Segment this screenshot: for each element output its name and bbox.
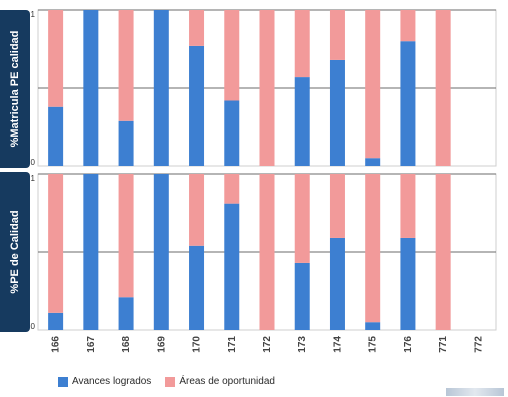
legend-label-avances: Avances logrados [72,376,152,387]
x-tick-label-174: 174 [332,336,343,353]
bar-1-167-avances [83,174,99,330]
legend-label-areas: Áreas de oportunidad [179,376,275,387]
bar-1-169-avances [153,174,169,330]
bar-1-168-avances [118,297,134,330]
bar-0-170-areas [189,10,205,46]
footer-logo [446,388,504,396]
bar-0-171-avances [224,100,240,166]
x-tick-label-168: 168 [121,336,132,353]
legend: Avances logrados Áreas de oportunidad [58,376,275,387]
x-tick-label-171: 171 [227,336,238,353]
y-axis-label-top: %Matricula PE calidad [0,10,30,168]
bar-1-176-areas [400,174,416,238]
x-tick-label-175: 175 [368,336,379,353]
x-tick-label-172: 172 [262,336,273,353]
bar-0-171-areas [224,10,240,101]
legend-swatch-avances [58,376,68,387]
bar-1-175-avances [365,322,381,330]
bar-1-170-areas [189,174,205,246]
bar-1-173-avances [294,262,310,330]
bar-0-166-avances [48,106,64,166]
y-axis-label-bottom: %PE de Calidad [0,172,30,332]
bar-1-175-areas [365,174,381,323]
bar-1-176-avances [400,237,416,330]
x-tick-label-771: 771 [438,336,449,353]
x-tick-label-173: 173 [297,336,308,353]
legend-item-avances: Avances logrados [58,376,151,387]
bar-0-168-avances [118,120,134,166]
bar-1-171-areas [224,174,240,204]
bar-1-174-areas [329,174,345,238]
legend-item-areas: Áreas de oportunidad [165,376,275,387]
bar-1-172-areas [259,174,275,330]
x-tick-label-166: 166 [51,336,62,353]
bar-0-169-avances [153,10,169,166]
bar-0-168-areas [118,10,134,121]
bar-1-171-avances [224,203,240,330]
bar-0-174-avances [329,59,345,166]
bar-0-170-avances [189,45,205,166]
bar-0-175-areas [365,10,381,159]
x-tick-label-176: 176 [403,336,414,353]
y-tick-label-0-0: 0 [31,158,36,167]
x-tick-label-167: 167 [86,336,97,353]
bar-1-166-areas [48,174,64,313]
x-tick-label-169: 169 [156,336,167,353]
bar-1-173-areas [294,174,310,263]
bar-1-771-areas [435,174,451,330]
bar-1-166-avances [48,312,64,330]
bar-0-176-areas [400,10,416,42]
y-tick-label-1-1: 1 [31,174,36,183]
bar-0-174-areas [329,10,345,60]
x-tick-label-170: 170 [192,336,203,353]
bar-0-172-areas [259,10,275,166]
bar-0-167-avances [83,10,99,166]
bar-0-173-avances [294,77,310,166]
legend-swatch-areas [165,376,176,387]
bar-1-174-avances [329,237,345,330]
bar-0-173-areas [294,10,310,78]
bar-0-771-areas [435,10,451,166]
stacked-bar-charts: 0 1 0 1 166 167 168 169 170 171 172 173 174 175 176 771… [31,9,497,353]
bar-1-170-avances [189,245,205,330]
bar-0-166-areas [48,10,64,107]
bar-1-168-areas [118,174,134,298]
y-tick-label-1-0: 0 [31,322,36,331]
x-tick-label-772: 772 [473,336,484,353]
bar-0-176-avances [400,41,416,167]
bar-0-175-avances [365,158,381,166]
y-tick-label-0-1: 1 [31,10,36,19]
